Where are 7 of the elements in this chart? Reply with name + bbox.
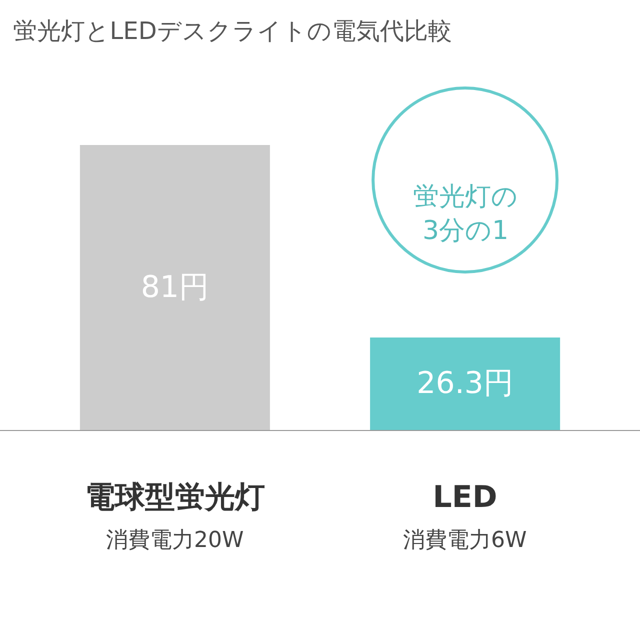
data-label: 26.3円 xyxy=(416,366,514,402)
text: 消費電力20W xyxy=(106,528,244,553)
text: 消費電力6W xyxy=(403,528,527,553)
chart-title: 蛍光灯とLEDデスクライトの電気代比較 xyxy=(12,17,452,46)
annotation: 蛍光灯の 3分の1 xyxy=(413,182,518,246)
x-tick-label: 電球型蛍光灯 xyxy=(84,480,265,515)
x-tick-label: LED xyxy=(432,480,498,515)
